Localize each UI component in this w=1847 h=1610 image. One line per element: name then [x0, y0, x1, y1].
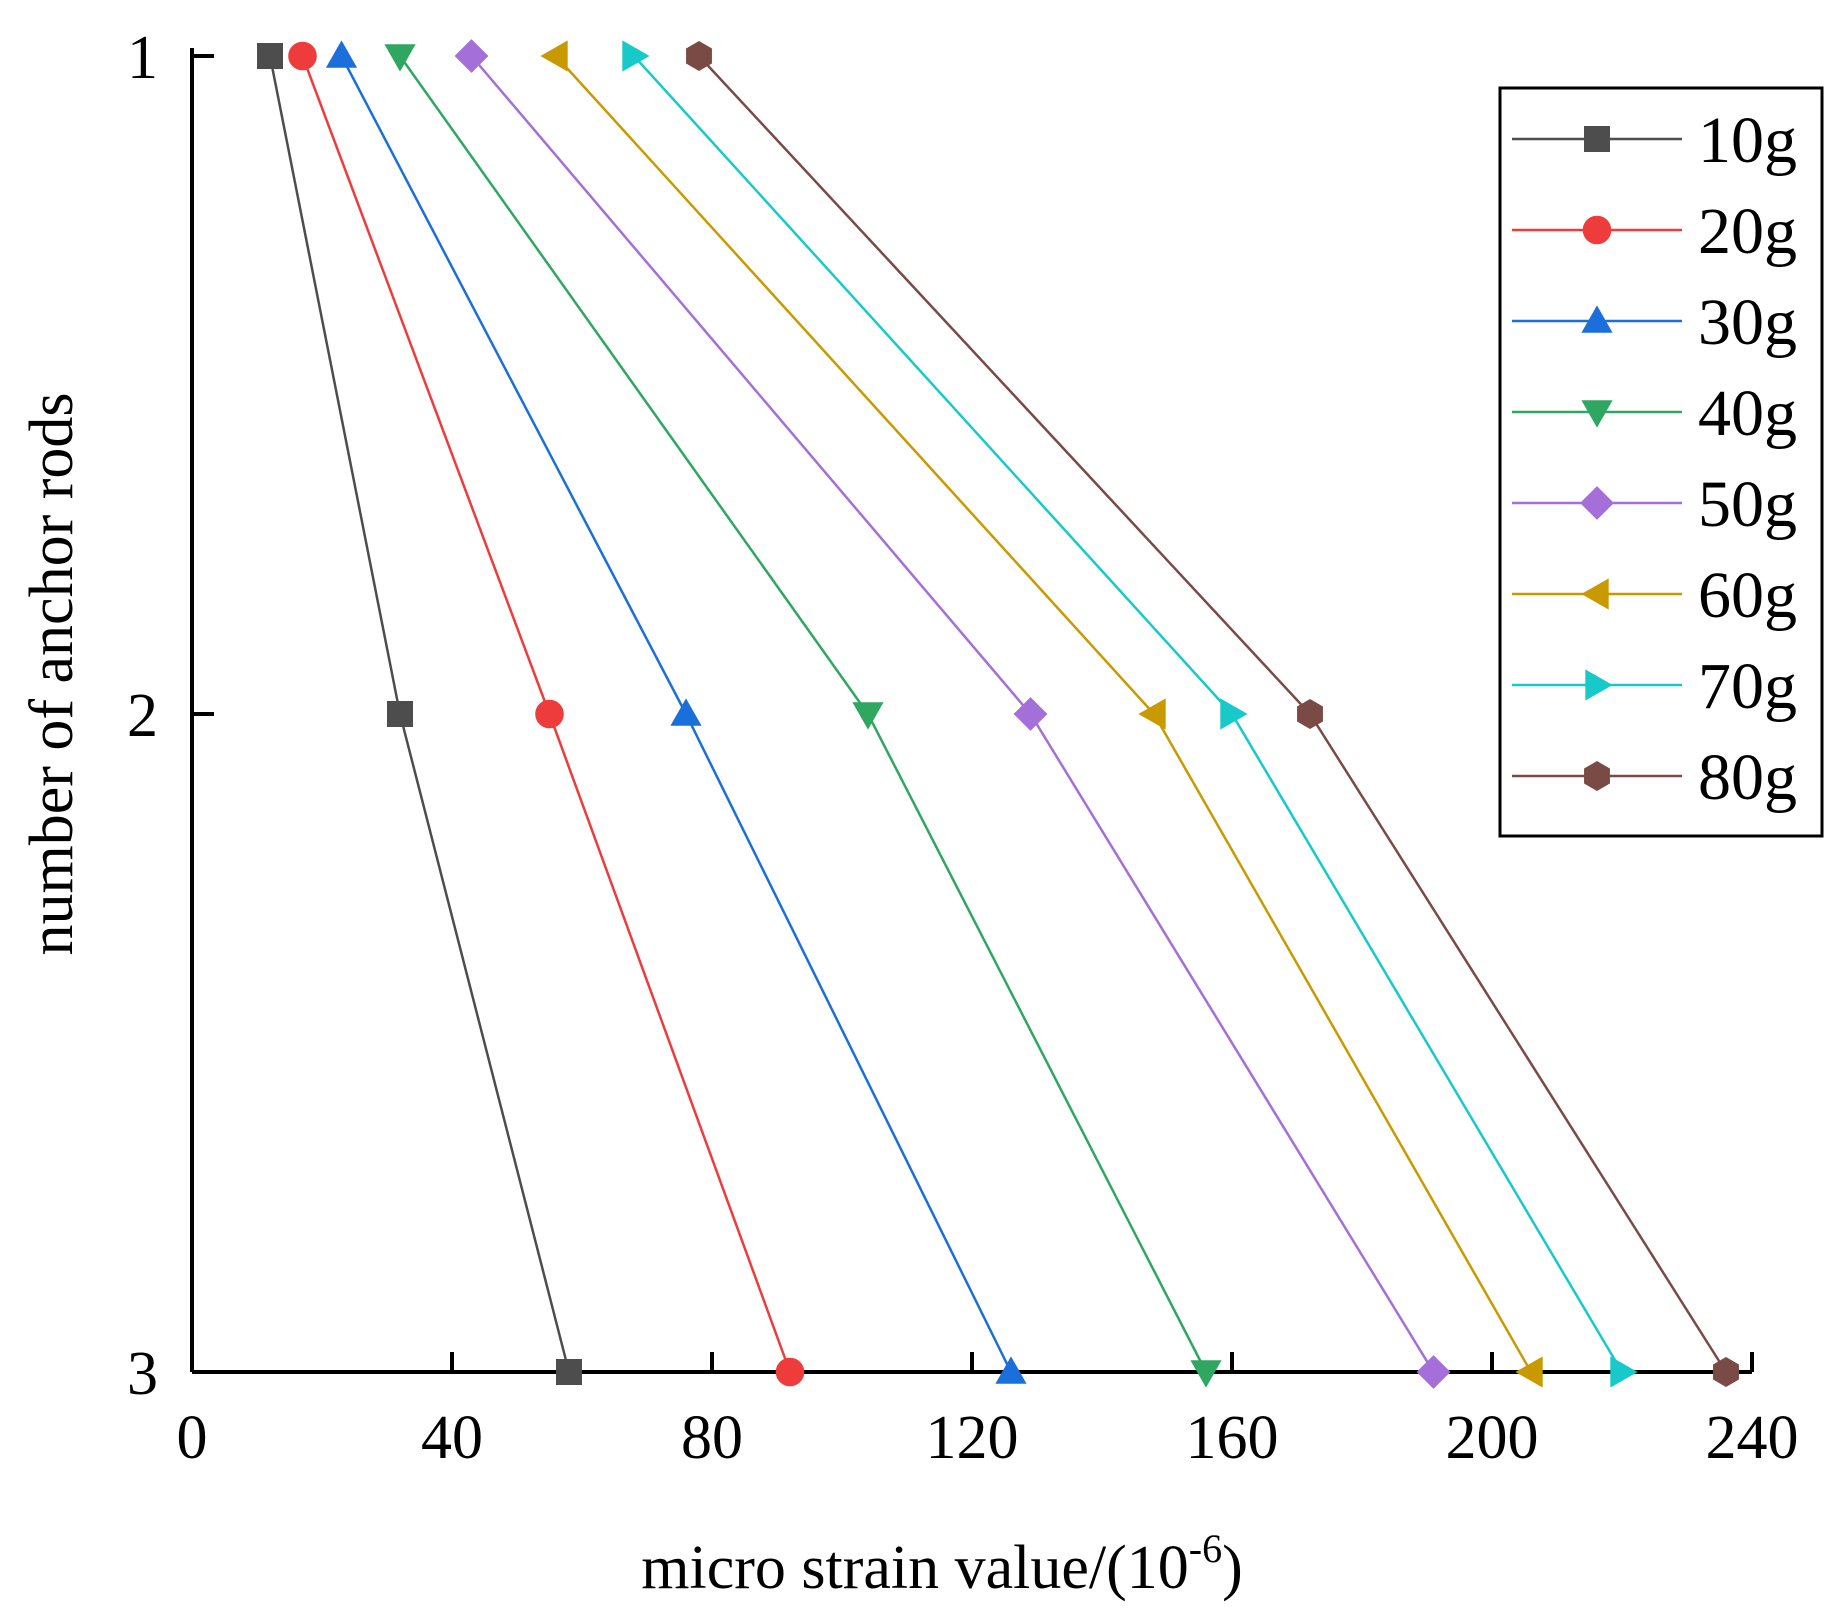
data-point	[540, 40, 568, 72]
series-line	[398, 55, 1208, 1373]
data-point	[1416, 1355, 1451, 1389]
legend-box	[1498, 86, 1824, 838]
x-tick-label: 240	[1706, 1404, 1799, 1472]
x-tick-label: 80	[681, 1404, 743, 1472]
data-point	[288, 41, 317, 71]
legend-label: 80g	[1698, 741, 1797, 814]
x-tick-label: 120	[926, 1404, 1019, 1472]
legend-marker	[1584, 126, 1610, 152]
data-point	[384, 44, 416, 72]
legend-marker	[1584, 761, 1610, 791]
legend-label: 40g	[1698, 377, 1797, 450]
series-30g	[325, 40, 1027, 1384]
series-70g	[622, 40, 1638, 1388]
data-point	[454, 39, 489, 73]
series-line	[340, 55, 1013, 1373]
legend-item-40g: 40g	[1512, 377, 1797, 450]
legend-item-60g: 60g	[1512, 559, 1797, 632]
legend-marker	[1581, 305, 1613, 333]
data-point	[1713, 1357, 1739, 1387]
legend-item-50g: 50g	[1512, 468, 1797, 541]
data-point	[1610, 1356, 1638, 1388]
y-axis-title: number of anchor rods	[18, 393, 86, 956]
data-point	[1190, 1360, 1222, 1388]
data-point	[622, 40, 650, 72]
legend-marker	[1581, 578, 1609, 610]
y-tick-label: 1	[127, 24, 158, 92]
x-tick-label: 160	[1186, 1404, 1279, 1472]
series-60g	[540, 40, 1543, 1388]
data-point	[1515, 1356, 1543, 1388]
data-point	[670, 698, 702, 726]
data-point	[1013, 697, 1048, 731]
legend-item-20g: 20g	[1512, 195, 1797, 268]
legend-item-80g: 80g	[1512, 741, 1797, 814]
series-40g	[384, 44, 1222, 1388]
legend-label: 70g	[1698, 650, 1797, 723]
x-tick-label: 0	[177, 1404, 208, 1472]
legend-item-70g: 70g	[1512, 650, 1797, 723]
data-point	[1220, 698, 1248, 730]
data-point	[556, 1359, 582, 1385]
x-axis-title: micro strain value/(10-6)	[641, 1526, 1242, 1602]
legend-label: 50g	[1698, 468, 1797, 541]
legend-item-10g: 10g	[1512, 104, 1797, 177]
legend-label: 30g	[1698, 286, 1797, 359]
series-line	[633, 55, 1624, 1373]
data-point	[852, 702, 884, 730]
data-point	[1297, 699, 1323, 729]
data-point	[1138, 698, 1166, 730]
data-point	[995, 1356, 1027, 1384]
legend-item-30g: 30g	[1512, 286, 1797, 359]
legend-label: 20g	[1698, 195, 1797, 268]
legend-marker	[1580, 486, 1614, 520]
data-point	[686, 41, 712, 71]
series-20g	[288, 41, 805, 1387]
x-tick-label: 40	[421, 1404, 483, 1472]
data-point	[775, 1357, 805, 1387]
legend-label: 60g	[1698, 559, 1797, 632]
series-80g	[686, 41, 1739, 1387]
plot-area: 0 40 80 120 160 200 240 1 2 3	[127, 24, 1799, 1472]
y-tick-label: 3	[127, 1340, 158, 1408]
legend: 10g 20g 30g 40g 50g 60g 70g 80g	[1498, 86, 1824, 838]
x-axis-title-main: micro strain value/(10	[641, 1534, 1189, 1602]
x-axis-title-superscript: -6	[1189, 1526, 1222, 1571]
data-point	[325, 40, 358, 68]
legend-marker	[1585, 669, 1613, 701]
data-point	[535, 699, 564, 729]
axis-labels: micro strain value/(10-6) number of anch…	[18, 393, 1243, 1603]
series-10g	[257, 43, 582, 1385]
legend-marker	[1581, 400, 1613, 428]
series-50g	[454, 39, 1451, 1389]
data-point	[257, 43, 283, 69]
series-line	[268, 55, 571, 1373]
y-tick-label: 2	[127, 682, 158, 750]
series-line	[470, 55, 1435, 1373]
data-point	[387, 701, 413, 727]
legend-marker	[1582, 215, 1612, 245]
x-axis-title-suffix: )	[1222, 1534, 1243, 1602]
legend-label: 10g	[1698, 104, 1797, 177]
x-tick-label: 200	[1446, 1404, 1539, 1472]
